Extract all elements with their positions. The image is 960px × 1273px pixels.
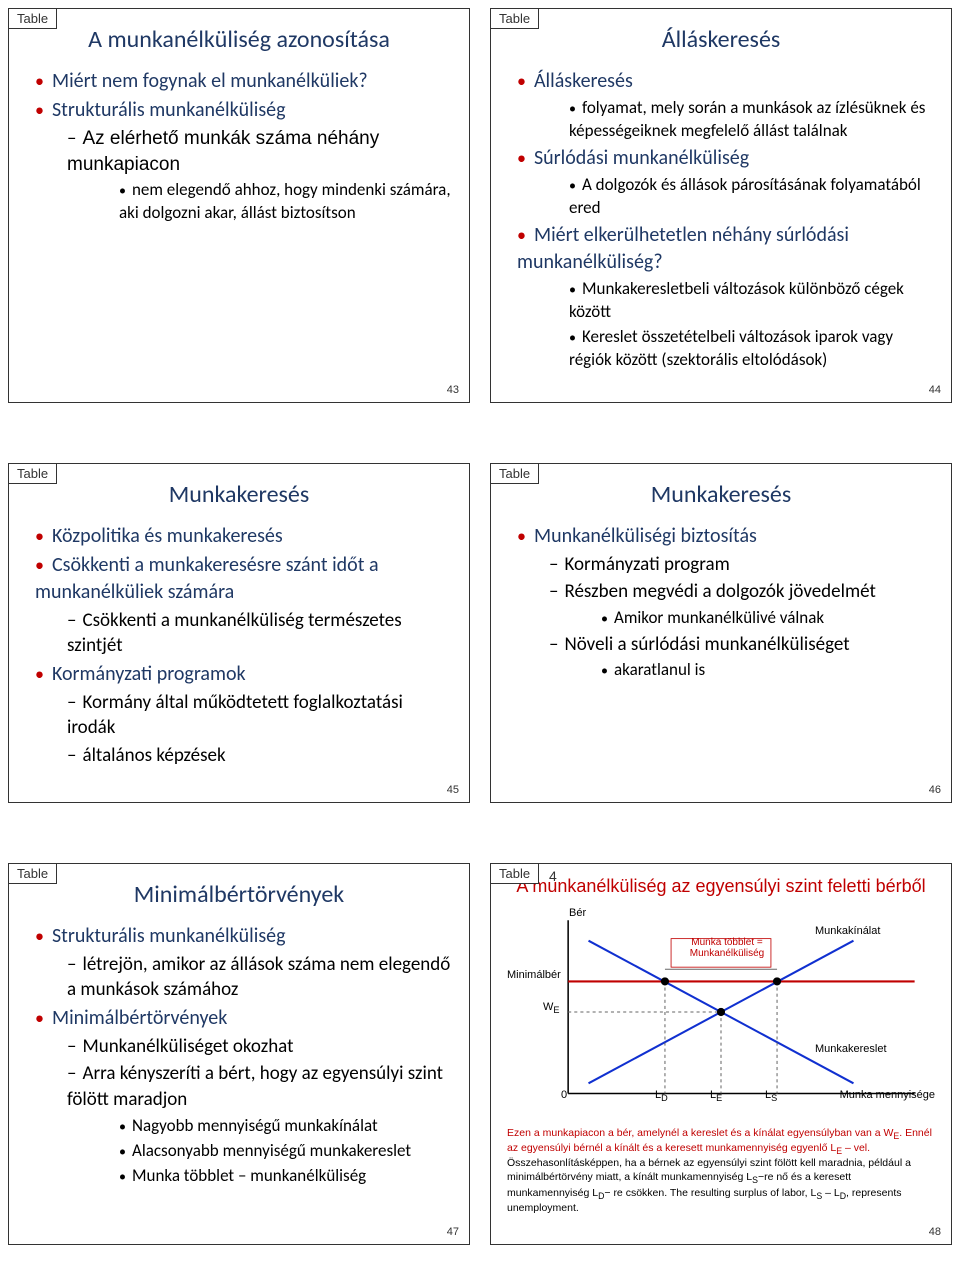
figure-number: 4 <box>549 868 557 884</box>
slide-46: Table Munkakeresés Munkanélküliségi bizt… <box>490 463 952 803</box>
slide-title: Álláskeresés <box>507 25 935 54</box>
sub-sub-bullet: Kereslet összetételbeli változások iparo… <box>569 326 935 372</box>
table-tab: Table <box>490 463 539 484</box>
page-number: 44 <box>929 384 941 396</box>
page-number: 47 <box>447 1226 459 1238</box>
slide-title: Munkakeresés <box>507 480 935 509</box>
surplus-label: Munka többlet = Munkanélküliség <box>672 937 782 959</box>
supply-curve-label: Munkakínálat <box>815 925 880 937</box>
slide-47: Table Minimálbértörvények Strukturális m… <box>8 863 470 1245</box>
sub-sub-bullet: Amikor munkanélkülivé válnak <box>601 607 935 630</box>
le-tick: LE <box>710 1089 722 1103</box>
page-number: 46 <box>929 784 941 796</box>
sub-bullet: általános képzések <box>67 743 453 769</box>
table-tab: Table <box>490 8 539 29</box>
sub-bullet: Az elérhető munkák száma néhány munkapia… <box>67 126 453 225</box>
x-axis-label: Munka mennyisége <box>840 1089 935 1101</box>
chart-caption: Ezen a munkapiacon a bér, amelynél a ker… <box>507 1127 935 1216</box>
bullet: Miért nem fogynak el munkanélküliek? <box>35 68 453 95</box>
y-axis-label: Bér <box>569 907 586 919</box>
page-number: 43 <box>447 384 459 396</box>
sub-bullet: Kormányzati program <box>549 552 935 578</box>
sub-bullet: Kormány által működtetett foglalkoztatás… <box>67 690 453 741</box>
bullet: Csökkenti a munkakeresésre szánt időt a … <box>35 552 453 659</box>
table-tab: Table <box>8 463 57 484</box>
minwage-label: Minimálbér <box>507 969 561 981</box>
bullet: Álláskeresés folyamat, mely során a munk… <box>517 68 935 143</box>
slide-title: A munkanélküliség azonosítása <box>25 25 453 54</box>
sub-bullet: létrejön, amikor az állások száma nem el… <box>67 952 453 1003</box>
origin-label: 0 <box>561 1089 567 1101</box>
slide-title: Munkakeresés <box>25 480 453 509</box>
demand-curve-label: Munkakereslet <box>815 1043 887 1055</box>
bullet: Strukturális munkanélküliség létrejön, a… <box>35 923 453 1003</box>
ls-tick: LS <box>765 1089 777 1103</box>
slide-44: Table Álláskeresés Álláskeresés folyamat… <box>490 8 952 403</box>
bullet: Kormányzati programok Kormány által műkö… <box>35 661 453 769</box>
sub-sub-bullet: akaratlanul is <box>601 659 935 682</box>
bullet: Strukturális munkanélküliség Az elérhető… <box>35 97 453 225</box>
page-number: 48 <box>929 1226 941 1238</box>
we-label: WE <box>543 1001 560 1015</box>
sub-sub-bullet: Munka többlet – munkanélküliség <box>119 1165 453 1188</box>
sub-bullet: Részben megvédi a dolgozók jövedelmét Am… <box>549 579 935 630</box>
table-tab: Table <box>8 863 57 884</box>
bullet: Minimálbértörvények Munkanélküliséget ok… <box>35 1005 453 1188</box>
sub-bullet: Növeli a súrlódási munkanélküliséget aka… <box>549 632 935 683</box>
sub-sub-bullet: Munkakeresletbeli változások különböző c… <box>569 278 935 324</box>
slide-48: Table 4 A munkanélküliség az egyensúlyi … <box>490 863 952 1245</box>
table-tab: Table <box>8 8 57 29</box>
bullet: Közpolitika és munkakeresés <box>35 523 453 550</box>
sub-bullet: Csökkenti a munkanélküliség természetes … <box>67 608 453 659</box>
page-number: 45 <box>447 784 459 796</box>
slide-title: A munkanélküliség az egyensúlyi szint fe… <box>507 876 935 897</box>
sub-sub-bullet: A dolgozók és állások párosításának foly… <box>569 174 935 220</box>
slide-43: Table A munkanélküliség azonosítása Miér… <box>8 8 470 403</box>
ld-tick: LD <box>655 1089 668 1103</box>
bullet: Munkanélküliségi biztosítás Kormányzati … <box>517 523 935 683</box>
sub-sub-bullet: Alacsonyabb mennyiségű munkakereslet <box>119 1140 453 1163</box>
sub-sub-bullet: Nagyobb mennyiségű munkakínálat <box>119 1115 453 1138</box>
sub-bullet: Arra kényszeríti a bért, hogy az egyensú… <box>67 1061 453 1187</box>
supply-demand-chart: Bér Munka mennyisége Minimálbér WE Munka… <box>507 907 935 1117</box>
slide-title: Minimálbértörvények <box>25 880 453 909</box>
sub-sub-bullet: nem elegendő ahhoz, hogy mindenki számár… <box>119 179 453 225</box>
slide-45: Table Munkakeresés Közpolitika és munkak… <box>8 463 470 803</box>
bullet: Miért elkerülhetetlen néhány súrlódási m… <box>517 222 935 372</box>
table-tab: Table <box>490 863 539 884</box>
sub-sub-bullet: folyamat, mely során a munkások az ízlés… <box>569 97 935 143</box>
sub-bullet: Munkanélküliséget okozhat <box>67 1034 453 1060</box>
bullet: Súrlódási munkanélküliség A dolgozók és … <box>517 145 935 220</box>
